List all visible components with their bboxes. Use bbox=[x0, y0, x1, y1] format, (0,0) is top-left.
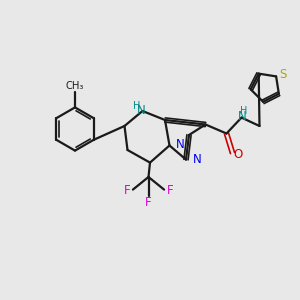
Text: S: S bbox=[279, 68, 286, 81]
Text: N: N bbox=[176, 137, 185, 151]
Text: CH₃: CH₃ bbox=[66, 81, 84, 91]
Text: H: H bbox=[240, 106, 247, 116]
Text: H: H bbox=[134, 100, 141, 111]
Text: N: N bbox=[193, 152, 201, 166]
Text: O: O bbox=[234, 148, 243, 161]
Text: F: F bbox=[124, 184, 130, 197]
Text: N: N bbox=[238, 110, 247, 124]
Text: F: F bbox=[145, 196, 152, 209]
Text: N: N bbox=[136, 104, 146, 117]
Text: F: F bbox=[167, 184, 173, 197]
